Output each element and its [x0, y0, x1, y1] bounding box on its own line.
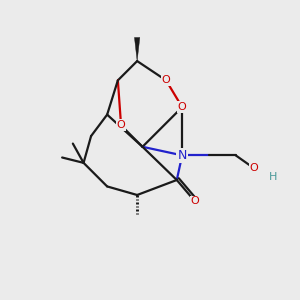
- Text: H: H: [269, 172, 278, 182]
- Text: O: O: [250, 163, 258, 173]
- Text: N: N: [178, 149, 187, 162]
- Text: O: O: [178, 102, 187, 112]
- Text: O: O: [162, 75, 170, 85]
- Polygon shape: [134, 38, 140, 61]
- Text: O: O: [117, 120, 125, 130]
- Text: O: O: [190, 196, 200, 206]
